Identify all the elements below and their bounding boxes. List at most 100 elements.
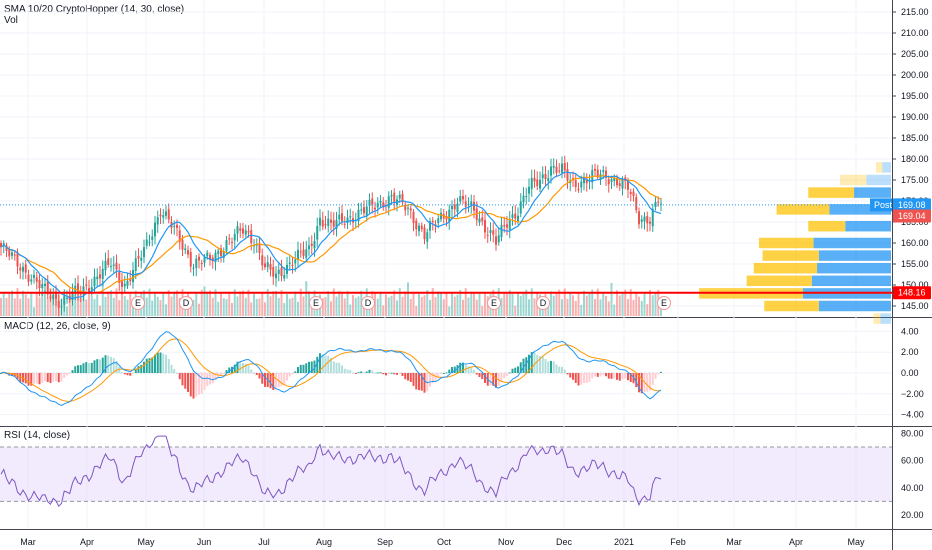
candle-body: [376, 202, 379, 208]
volume-indicator-label[interactable]: Vol: [4, 15, 18, 26]
candle-body: [203, 257, 206, 263]
candle-body: [156, 217, 159, 225]
sma-indicator-label[interactable]: SMA 10/20 CryptoHopper (14, 30, close): [4, 4, 185, 15]
candle-body: [242, 228, 244, 234]
macd-histogram-bar: [101, 357, 104, 373]
volume-profile-up-row: [882, 162, 891, 173]
volume-bar: [82, 288, 85, 316]
candle-body: [338, 214, 341, 220]
volume-bar: [280, 290, 283, 316]
macd-histogram-bar: [489, 373, 492, 386]
candle-body: [33, 274, 35, 278]
macd-histogram-bar: [104, 355, 107, 373]
macd-histogram-bar: [143, 361, 145, 373]
volume-bar: [382, 305, 385, 316]
macd-histogram-bar: [387, 373, 390, 374]
rsi-pane: [0, 435, 892, 508]
candle-body: [514, 213, 517, 219]
macd-histogram-bar: [462, 362, 464, 373]
volume-bar: [264, 302, 266, 316]
macd-histogram-bar: [253, 372, 255, 374]
volume-bar: [52, 299, 55, 316]
candle-body: [200, 262, 203, 265]
volume-bar: [484, 292, 486, 316]
volume-bar: [269, 296, 272, 316]
candle-body: [8, 249, 11, 257]
candle-body: [506, 224, 508, 228]
volume-bar: [173, 291, 176, 316]
candle-body: [453, 204, 456, 210]
candle-body: [423, 227, 426, 240]
macd-histogram-bar: [393, 373, 396, 375]
candle-body: [503, 224, 506, 227]
macd-histogram-bar: [126, 373, 129, 376]
volume-bar: [456, 294, 459, 316]
candle-body: [629, 191, 632, 194]
candle-body: [451, 205, 453, 210]
volume-bar: [591, 289, 594, 316]
macd-histogram-bar: [341, 365, 343, 373]
volume-profile-up-row: [845, 220, 891, 232]
candle-body: [651, 208, 654, 227]
volume-bar: [643, 292, 646, 316]
candle-body: [134, 258, 137, 271]
candle-body: [635, 197, 638, 211]
macd-histogram-bar: [528, 354, 530, 373]
macd-histogram-bar: [382, 373, 385, 375]
rsi-legend[interactable]: RSI (14, close): [4, 430, 71, 441]
volume-bar: [44, 290, 46, 316]
time-tick-label: May: [847, 537, 865, 547]
macd-tick-label: −4.00: [901, 410, 924, 420]
candle-body: [574, 180, 577, 188]
sma-slow-line: [0, 175, 662, 294]
macd-histogram-bar: [522, 358, 525, 373]
price-tick-label: 150.00: [901, 280, 929, 290]
macd-histogram-bar: [365, 371, 368, 373]
volume-bar: [255, 298, 258, 316]
volume-bar: [434, 297, 437, 316]
volume-bar: [286, 294, 288, 316]
volume-bar: [167, 290, 170, 316]
candle-body: [621, 178, 624, 189]
candle-body: [541, 174, 544, 179]
volume-bar: [588, 292, 591, 316]
volume-bar: [613, 304, 616, 316]
candle-body: [121, 281, 123, 287]
volume-bar: [599, 299, 602, 316]
macd-histogram-bar: [470, 366, 473, 373]
candle-body: [346, 217, 349, 223]
volume-bar: [651, 295, 654, 316]
volume-bar: [200, 289, 203, 316]
volume-bar: [121, 291, 123, 316]
candle-body: [107, 258, 110, 265]
macd-histogram-bar: [294, 371, 297, 373]
macd-histogram-bar: [580, 373, 583, 385]
volume-bar: [632, 299, 635, 316]
macd-histogram-bar: [594, 373, 596, 377]
candle-body: [291, 264, 294, 266]
volume-bar: [308, 291, 310, 316]
macd-histogram-bar: [8, 373, 11, 376]
volume-bar: [71, 297, 74, 316]
volume-bar: [385, 294, 387, 316]
candle-body: [522, 195, 525, 203]
volume-bar: [250, 302, 253, 316]
macd-histogram-bar: [423, 373, 426, 393]
volume-bar: [258, 298, 261, 316]
volume-bar: [118, 300, 121, 316]
macd-histogram-bar: [0, 373, 2, 374]
volume-bar: [85, 299, 88, 316]
candle-body: [228, 238, 231, 240]
macd-legend[interactable]: MACD (12, 26, close, 9): [4, 321, 111, 332]
level-price-tag: 148.16: [898, 288, 926, 298]
volume-bar: [74, 292, 77, 316]
volume-bar: [594, 299, 596, 316]
candle-body: [321, 219, 324, 227]
rsi-band: [0, 447, 892, 502]
macd-histogram-bar: [286, 373, 288, 381]
macd-histogram-bar: [140, 364, 143, 373]
volume-bar: [574, 300, 577, 316]
candle-body: [555, 166, 558, 173]
macd-histogram-bar: [602, 373, 605, 376]
